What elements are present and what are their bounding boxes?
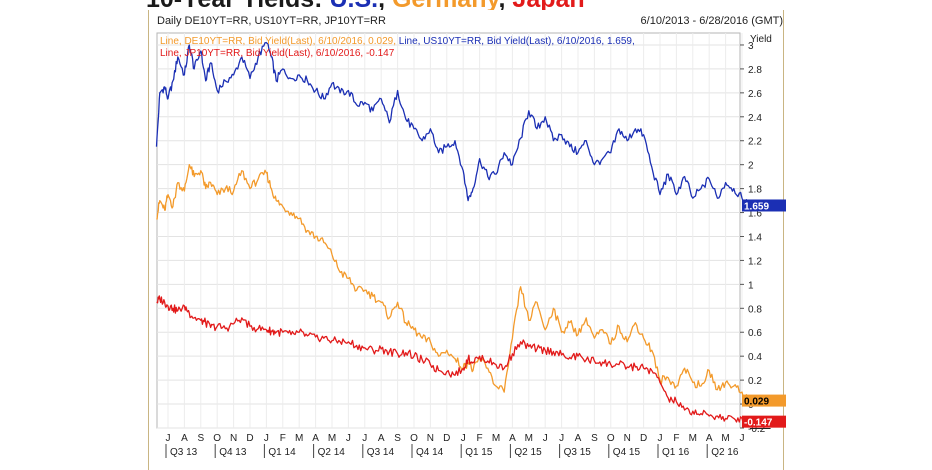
title-japan: Japan xyxy=(512,0,584,13)
title-separator-2: , xyxy=(499,0,513,13)
month-tick-label: A xyxy=(181,433,188,444)
last-value-label: 0.029 xyxy=(744,397,769,408)
month-tick-label: J xyxy=(346,433,351,444)
month-tick-label: D xyxy=(640,433,647,444)
month-tick-label: N xyxy=(624,433,631,444)
month-tick-label: J xyxy=(264,433,269,444)
y-tick-label: -0.2 xyxy=(748,424,766,435)
y-tick-label: 0.4 xyxy=(748,352,762,363)
y-tick-label: 0.8 xyxy=(748,304,762,315)
y-tick-label: 1.6 xyxy=(748,209,762,220)
quarter-tick-label: Q3 14 xyxy=(367,447,395,458)
month-tick-label: S xyxy=(591,433,598,444)
grid-layer xyxy=(156,32,743,429)
y-tick-label: 2.6 xyxy=(748,89,762,100)
legend-line-1: Line, DE10YT=RR, Bid Yield(Last), 6/10/2… xyxy=(160,36,635,47)
month-tick-label: A xyxy=(378,433,385,444)
month-tick-label: S xyxy=(394,433,401,444)
month-tick-label: J xyxy=(461,433,466,444)
month-tick-label: M xyxy=(689,433,697,444)
chart-header-date-range: 6/10/2013 - 6/28/2016 (GMT) xyxy=(640,15,783,27)
quarter-tick-label: Q4 14 xyxy=(416,447,444,458)
last-value-flag xyxy=(742,199,786,212)
page-title: 10-Year Yields: U.S., Germany, Japan xyxy=(146,0,585,12)
last-value-flag xyxy=(742,415,786,428)
month-tick-label: M xyxy=(492,433,500,444)
month-tick-label: O xyxy=(607,433,615,444)
month-tick-label: J xyxy=(543,433,548,444)
quarter-tick-label: Q4 15 xyxy=(613,447,641,458)
month-tick-label: N xyxy=(230,433,237,444)
quarter-tick-label: Q4 13 xyxy=(219,447,247,458)
quarter-tick-label: Q1 16 xyxy=(662,447,690,458)
title-separator-1: , xyxy=(378,0,392,13)
month-tick-label: O xyxy=(213,433,221,444)
series-line-us10yt-rr xyxy=(155,41,749,207)
last-value-label: -0.147 xyxy=(744,418,773,429)
month-tick-label: A xyxy=(706,433,713,444)
y-tick-label: 1.2 xyxy=(748,256,762,267)
month-tick-label: A xyxy=(509,433,516,444)
legend-line-2: Line, JP10YT=RR, Bid Yield(Last), 6/10/2… xyxy=(160,48,395,59)
title-prefix: 10-Year Yields: xyxy=(146,0,329,13)
legend-de10yt: Line, DE10YT=RR, Bid Yield(Last), 6/10/2… xyxy=(160,36,399,47)
quarter-tick-label: Q3 15 xyxy=(564,447,592,458)
month-tick-label: J xyxy=(362,433,367,444)
y-tick-label: 1.4 xyxy=(748,232,762,243)
month-tick-label: S xyxy=(197,433,204,444)
quarter-tick-label: Q2 14 xyxy=(318,447,346,458)
legend-layer: Line, DE10YT=RR, Bid Yield(Last), 6/10/2… xyxy=(160,36,635,59)
axis-layer: -0.200.20.40.60.811.21.41.61.822.22.42.6… xyxy=(165,34,786,458)
plot-area xyxy=(156,32,741,429)
quarter-tick-label: Q3 13 xyxy=(170,447,198,458)
month-tick-label: A xyxy=(575,433,582,444)
y-tick-label: 3 xyxy=(748,41,754,52)
y-tick-label: 2.8 xyxy=(748,65,762,76)
series-line-de10yt-rr xyxy=(156,164,750,401)
month-tick-label: F xyxy=(280,433,286,444)
y-tick-label: 2.4 xyxy=(748,113,762,124)
quarter-tick-label: Q1 14 xyxy=(268,447,296,458)
title-us: U.S. xyxy=(329,0,378,13)
month-tick-label: O xyxy=(410,433,418,444)
month-tick-label: F xyxy=(477,433,483,444)
y-tick-label: 0.2 xyxy=(748,376,762,387)
legend-jp10yt: Line, JP10YT=RR, Bid Yield(Last), 6/10/2… xyxy=(160,48,395,59)
y-tick-label: 1.8 xyxy=(748,185,762,196)
series-line-jp10yt-rr xyxy=(156,295,750,425)
month-tick-label: F xyxy=(673,433,679,444)
title-germany: Germany xyxy=(392,0,499,13)
series-layer xyxy=(155,41,750,425)
quarter-tick-label: Q2 16 xyxy=(711,447,739,458)
legend-us10yt: Line, US10YT=RR, Bid Yield(Last), 6/10/2… xyxy=(399,36,635,47)
y-tick-label: 0.6 xyxy=(748,328,762,339)
month-tick-label: M xyxy=(721,433,729,444)
y-tick-label: 1 xyxy=(748,280,754,291)
month-tick-label: M xyxy=(525,433,533,444)
last-value-label: 1.659 xyxy=(744,201,769,212)
last-value-flag xyxy=(742,394,786,407)
month-tick-label: M xyxy=(328,433,336,444)
y-tick-label: 2 xyxy=(748,161,754,172)
month-tick-label: J xyxy=(740,433,745,444)
y-tick-label: 2.2 xyxy=(748,137,762,148)
y-axis-title: Yield xyxy=(750,34,772,45)
month-tick-label: M xyxy=(295,433,303,444)
month-tick-label: J xyxy=(559,433,564,444)
month-tick-label: A xyxy=(312,433,319,444)
month-tick-label: J xyxy=(166,433,171,444)
month-tick-label: D xyxy=(246,433,253,444)
quarter-tick-label: Q1 15 xyxy=(465,447,493,458)
chart-header-instruments: Daily DE10YT=RR, US10YT=RR, JP10YT=RR xyxy=(157,15,386,27)
month-tick-label: N xyxy=(427,433,434,444)
quarter-tick-label: Q2 15 xyxy=(514,447,542,458)
month-tick-label: J xyxy=(658,433,663,444)
month-tick-label: D xyxy=(443,433,450,444)
